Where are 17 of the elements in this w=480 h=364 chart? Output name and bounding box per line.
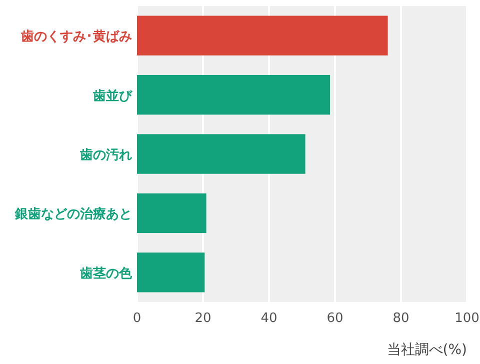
x-axis-title: 当社調べ(%) bbox=[386, 342, 467, 358]
y-tick-label: 歯の汚れ bbox=[79, 148, 132, 163]
y-tick-label: 歯並び bbox=[92, 88, 133, 104]
y-tick-label: 歯茎の色 bbox=[79, 265, 133, 282]
y-tick-label: 歯のくすみ･黄ばみ bbox=[20, 30, 132, 45]
bar bbox=[137, 193, 206, 234]
x-tick-label: 80 bbox=[392, 311, 410, 326]
bar bbox=[137, 252, 205, 292]
bar bbox=[137, 16, 388, 56]
x-tick-label: 40 bbox=[260, 311, 278, 326]
bar bbox=[137, 74, 330, 115]
x-tick-label: 20 bbox=[194, 311, 212, 326]
x-tick-label: 60 bbox=[326, 311, 344, 326]
x-tick-label: 100 bbox=[454, 311, 480, 326]
x-tick-label: 0 bbox=[132, 311, 142, 326]
bar bbox=[137, 134, 306, 174]
y-tick-label: 銀歯などの治療あと bbox=[14, 206, 132, 222]
